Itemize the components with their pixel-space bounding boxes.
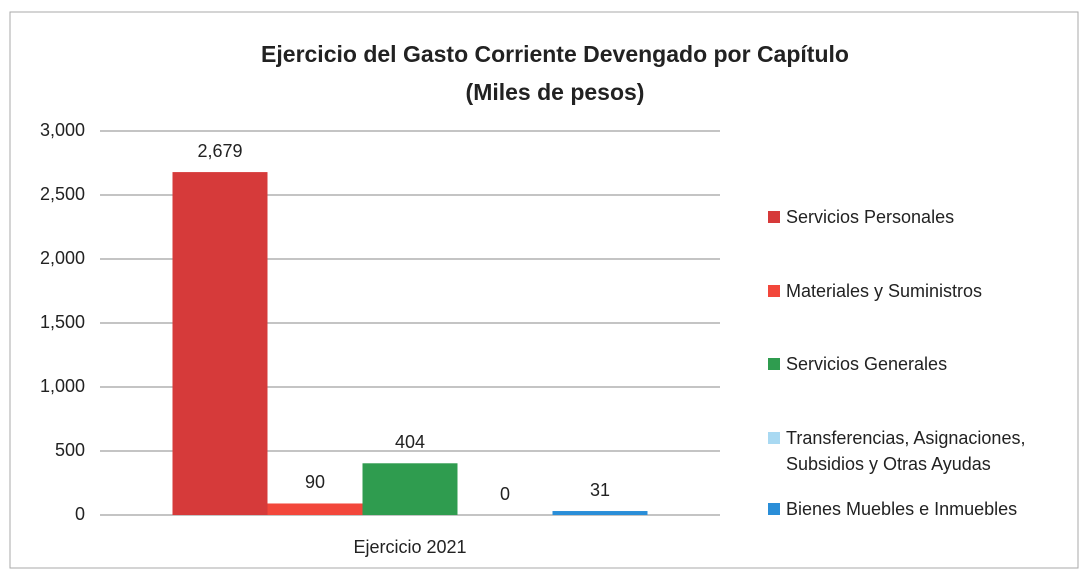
legend-item: Bienes Muebles e Inmuebles — [768, 496, 1017, 522]
legend-label: Materiales y Suministros — [786, 281, 983, 301]
legend-swatch — [768, 503, 780, 515]
legend-swatch — [768, 211, 780, 223]
chart-frame — [9, 11, 1079, 569]
data-label: 31 — [590, 480, 610, 500]
data-label: 2,679 — [197, 141, 242, 161]
y-tick-label: 3,000 — [40, 120, 85, 140]
data-label: 404 — [395, 432, 425, 452]
y-tick-label: 1,000 — [40, 376, 85, 396]
legend-swatch — [768, 432, 780, 444]
legend-item: Materiales y Suministros — [768, 278, 982, 304]
legend-item: Transferencias, Asignaciones, Subsidios … — [768, 425, 1078, 477]
data-label: 0 — [500, 484, 510, 504]
bar — [362, 463, 458, 515]
y-tick-label: 0 — [75, 504, 85, 524]
x-tick-label: Ejercicio 2021 — [353, 537, 466, 557]
legend-swatch — [768, 285, 780, 297]
bar — [267, 503, 363, 515]
y-tick-label: 500 — [55, 440, 85, 460]
legend-label: Servicios Personales — [786, 207, 955, 227]
legend-label: Servicios Generales — [786, 354, 948, 374]
legend-item: Servicios Personales — [768, 204, 954, 230]
y-tick-label: 2,000 — [40, 248, 85, 268]
legend-label: Transferencias, Asignaciones, Subsidios … — [786, 428, 1026, 474]
chart-title: Ejercicio del Gasto Corriente Devengado … — [261, 41, 849, 67]
chart-subtitle: (Miles de pesos) — [466, 79, 645, 105]
legend-swatch — [768, 358, 780, 370]
bar — [552, 511, 648, 515]
legend-item: Servicios Generales — [768, 351, 947, 377]
data-label: 90 — [305, 472, 325, 492]
y-tick-label: 2,500 — [40, 184, 85, 204]
bar — [172, 172, 268, 515]
y-tick-label: 1,500 — [40, 312, 85, 332]
legend-label: Bienes Muebles e Inmuebles — [786, 499, 1018, 519]
